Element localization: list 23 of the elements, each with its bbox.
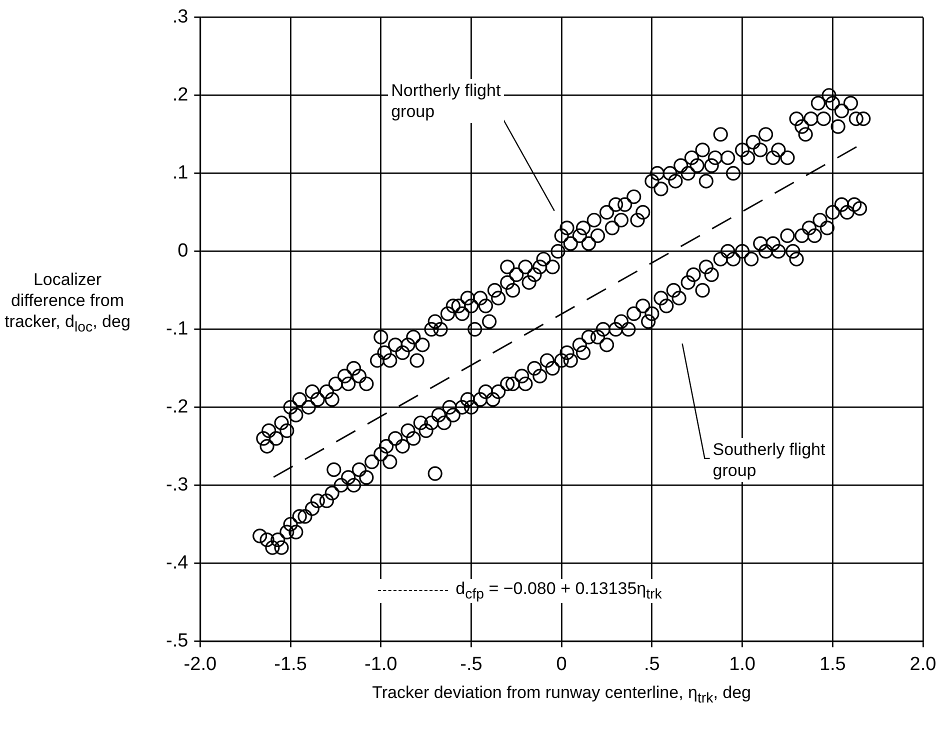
legend-label: d$_{cfp}$ = −0.080 + 0.13135η$_{trk}$ [456,579,662,603]
y-axis-title: Localizer difference from tracker, d$_{loc}$, deg [4,269,132,338]
y-tick-label: -.5 [166,630,188,652]
y-tick-label: -.3 [166,474,188,496]
x-tick-label: -2.0 [184,654,217,675]
y-tick-label: .2 [172,84,188,106]
x-tick-label: -1.0 [364,654,398,675]
annotation: Southerly flight group [710,438,828,482]
x-axis-title: Tracker deviation from runway centerline, η$_{trk}$, deg [371,683,752,707]
annotation: Northerly flight group [388,79,504,124]
x-tick-label: -1.5 [274,654,307,675]
x-tick-label: 1.0 [729,654,756,675]
x-tick-label: .5 [644,654,660,675]
x-tick-label: 0 [556,654,567,675]
y-tick-label: .3 [172,6,188,28]
x-tick-label: 2.0 [910,654,936,675]
x-tick-label: -.5 [460,654,482,675]
y-tick-label: 0 [178,240,188,262]
y-tick-label: .1 [172,162,188,184]
y-tick-label: -.2 [166,396,188,418]
y-tick-label: -.1 [166,318,188,340]
y-tick-label: -.4 [166,552,189,574]
x-tick-label: 1.5 [819,654,846,675]
